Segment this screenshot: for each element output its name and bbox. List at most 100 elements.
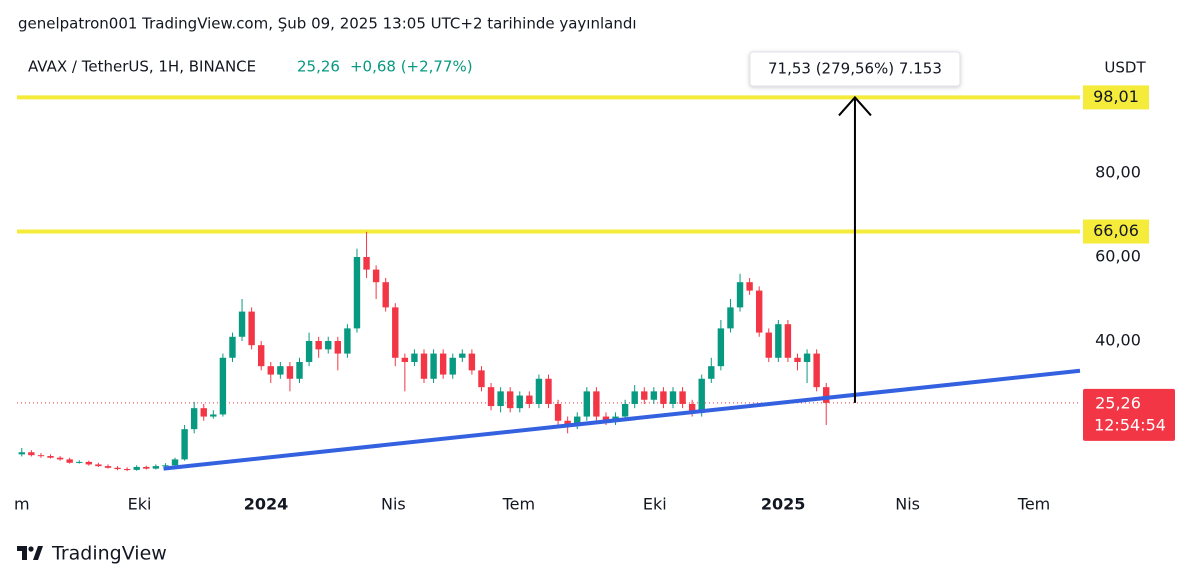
x-tick-label: 2025 [761,495,806,514]
candle-body [641,391,648,400]
candle-body [775,324,782,358]
candle-body [439,353,447,375]
candle-body [267,366,274,375]
brand-name: TradingView [51,543,167,565]
candle-body [200,408,207,417]
candle-body [430,353,437,379]
candle-body [717,328,725,367]
candle-body [468,353,476,371]
candle-body [459,353,466,358]
candle-body [286,366,294,379]
candle-body [353,257,361,329]
candle-body [516,395,523,409]
candle-body [382,282,389,308]
candle-body [736,282,744,308]
y-tick-label: 80,00 [1095,163,1141,182]
x-tick-label: Eki [128,495,152,514]
candle-body [363,257,370,270]
x-tick-label: Tem [1017,495,1050,514]
candle-body [679,391,686,404]
candle-body [487,387,495,407]
last-price-label: 25,26 [1095,393,1141,412]
header-price: 25,26 [297,58,340,76]
y-tick-label: 40,00 [1095,330,1141,349]
candle-body [688,403,696,413]
candle-body [621,403,629,417]
candle-body [210,414,217,417]
candle-body [526,395,533,404]
x-tick-label: Tem [502,495,535,514]
candle-body [727,307,734,329]
candle-body [296,361,303,379]
x-tick-label: Nis [895,495,920,514]
candle-body [47,456,54,458]
candle-body [114,467,121,470]
candle-body [813,353,820,388]
candle-body [593,391,600,417]
candle-body [76,461,83,463]
brand-logo [17,546,43,560]
candle-body [325,340,332,350]
candle-body [784,324,792,358]
candle-body [554,403,562,421]
header-change: +0,68 (+2,77%) [350,58,473,76]
x-tick-label: m [14,495,30,514]
candle-body [392,307,399,358]
candle-body [56,457,64,460]
candle-body [765,332,772,358]
candle-body [545,378,552,404]
candle-body [602,416,610,421]
candle-body [708,366,715,379]
level-label-bg [1083,85,1149,110]
candle-body [506,391,514,409]
level-label: 66,06 [1093,221,1139,240]
candle-body [669,391,677,404]
candle-body [497,391,504,407]
candle-body [104,466,112,468]
candle-body [755,290,763,333]
candle-body [334,340,342,354]
candle-body [162,465,169,467]
candle-body [583,391,591,417]
candle-body [181,429,188,460]
candle-body [258,345,265,367]
candle-body [219,357,227,415]
candle-body [143,466,150,469]
x-tick-label: Nis [381,495,406,514]
candle-body [190,408,198,430]
candle-body [660,391,667,404]
published-note: genelpatron001 TradingView.com, Şub 09, … [18,15,637,33]
candle-body [420,353,428,379]
measure-label: 71,53 (279,56%) 7.153 [768,60,942,78]
candle-body [85,461,93,465]
level-label: 98,01 [1093,87,1139,106]
candle-body [564,420,571,425]
x-tick-label: 2024 [244,495,289,514]
candle-body [315,340,322,350]
candle-body [28,452,35,456]
measure-box [749,51,961,87]
candle-body [650,391,658,400]
candle-body [305,340,313,362]
last-price-bg [1083,388,1175,441]
candle-body [535,378,543,404]
candle-body [344,328,351,354]
level-label-bg [1083,219,1149,244]
candle-body [18,452,25,455]
candle-body [574,416,581,425]
currency: USDT [1104,59,1146,77]
candle-body [803,353,811,362]
x-tick-label: Eki [643,495,667,514]
symbol: AVAX / TetherUS, 1H, BINANCE [28,58,256,76]
candle-body [66,459,73,463]
candle-body [171,459,179,466]
candle-body [698,378,705,413]
candle-body [411,353,418,362]
candle-body [746,282,753,291]
candle-body [372,269,380,283]
candle-body [478,370,485,388]
candle-body [823,387,830,403]
candle-body [95,464,102,467]
